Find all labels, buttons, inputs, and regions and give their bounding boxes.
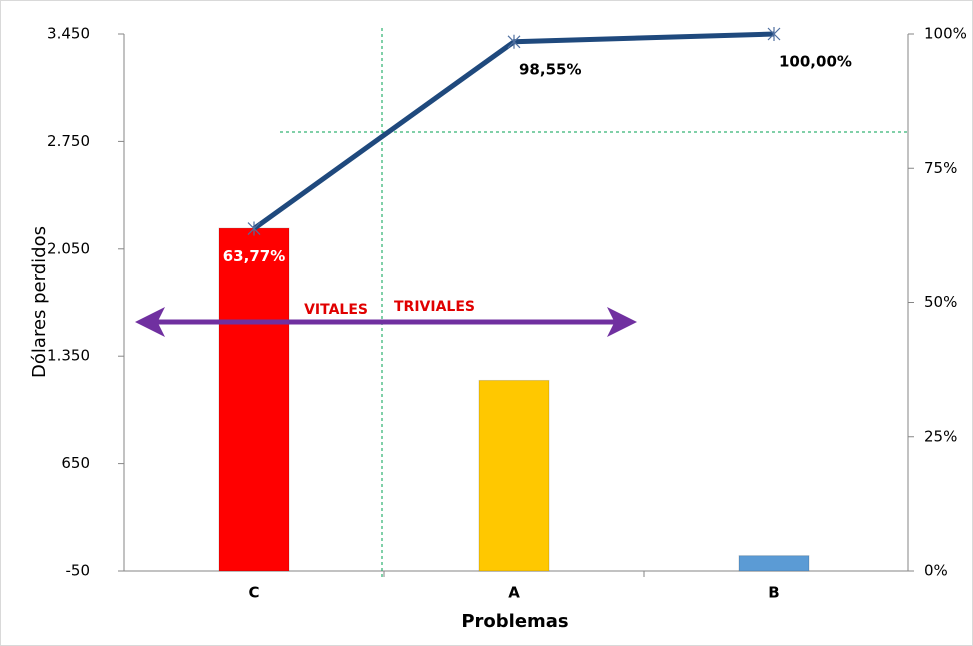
bar bbox=[218, 227, 290, 572]
y2-tick-label: 75% bbox=[924, 159, 957, 177]
marker bbox=[767, 27, 781, 41]
y-tick-label: 2.050 bbox=[47, 239, 90, 257]
y2-tick-label: 50% bbox=[924, 293, 957, 311]
y2-tick-label: 25% bbox=[924, 427, 957, 445]
y-tick-label: 1.350 bbox=[47, 347, 90, 365]
x-tick-label: A bbox=[508, 584, 520, 602]
marker bbox=[247, 221, 261, 236]
data-label: 100,00% bbox=[779, 53, 852, 71]
y-tick-label: 2.750 bbox=[47, 132, 90, 150]
y-tick-label: -50 bbox=[66, 562, 91, 580]
x-tick-label: C bbox=[248, 584, 259, 602]
y-tick-label: 650 bbox=[61, 454, 90, 472]
annotation: TRIVIALES bbox=[394, 299, 475, 315]
marker bbox=[507, 34, 521, 49]
data-label: 98,55% bbox=[519, 60, 581, 78]
x-axis-title: Problemas bbox=[461, 611, 568, 632]
y2-tick-label: 0% bbox=[924, 562, 948, 580]
bar bbox=[478, 379, 550, 572]
y-axis-title: Dólares perdidos bbox=[29, 226, 50, 378]
annotation: VITALES bbox=[304, 302, 368, 318]
y-tick-label: 3.450 bbox=[47, 25, 90, 43]
y2-tick-label: 100% bbox=[924, 25, 967, 43]
bar bbox=[738, 555, 810, 572]
x-tick-label: B bbox=[768, 584, 779, 602]
data-label: 63,77% bbox=[223, 247, 285, 265]
